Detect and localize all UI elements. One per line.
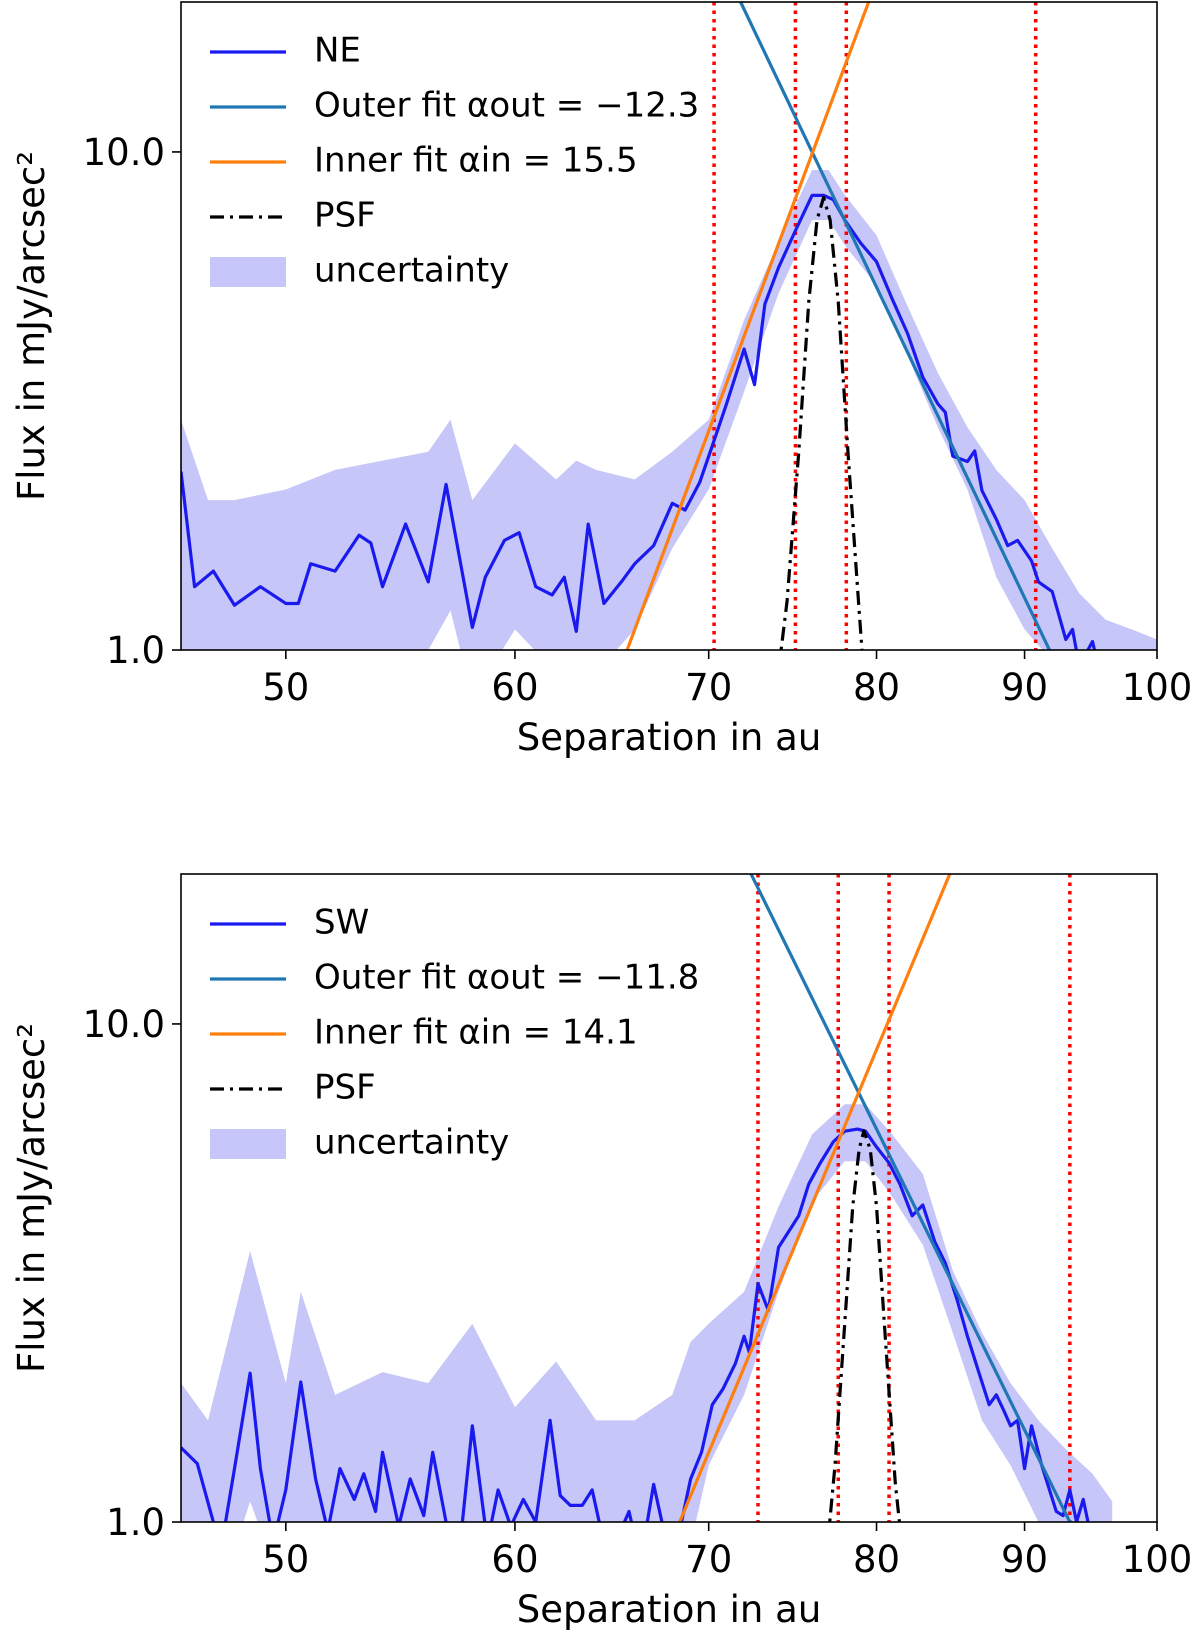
- x-tick-label: 50: [262, 666, 309, 709]
- x-tick-label: 90: [1001, 1538, 1048, 1581]
- legend-swatch: [210, 1129, 286, 1159]
- legend-label: Outer fit αout = −11.8: [314, 958, 699, 998]
- x-tick-label: 90: [1001, 666, 1048, 709]
- x-tick-label: 100: [1122, 1538, 1193, 1581]
- legend-label: PSF: [314, 1068, 376, 1108]
- x-tick-label: 100: [1122, 666, 1193, 709]
- y-tick-label: 10.0: [83, 131, 165, 174]
- legend-swatch: [210, 257, 286, 287]
- y-axis-label: Flux in mJy/arcsec²: [10, 151, 53, 501]
- series-line: [828, 1129, 902, 1522]
- axes-frame: [180, 1, 1158, 651]
- subplot: 50 60 70 80 90 100 1.0 10.0 Separation in au Flux…: [10, 1, 1193, 759]
- y-tick-label: 10.0: [83, 1003, 165, 1046]
- legend-label: uncertainty: [314, 1123, 509, 1163]
- series-line: [779, 195, 864, 650]
- legend-label: uncertainty: [314, 251, 509, 291]
- uncertainty-band: [181, 1104, 1113, 1522]
- series-line: [678, 874, 952, 1522]
- series-line: [739, 2, 1051, 650]
- legend-label: NE: [314, 31, 361, 71]
- y-tick-label: 1.0: [106, 1501, 165, 1544]
- series-line: [625, 2, 871, 650]
- subplot: 50 60 70 80 90 100 1.0 10.0 Separation in au Flux…: [10, 873, 1193, 1631]
- x-tick-label: 60: [491, 1538, 538, 1581]
- legend-label: SW: [314, 903, 369, 943]
- series-line: [749, 874, 1072, 1522]
- y-axis-label: Flux in mJy/arcsec²: [10, 1023, 53, 1373]
- x-tick-label: 80: [853, 666, 900, 709]
- legend-label: Outer fit αout = −12.3: [314, 86, 699, 126]
- legend-label: Inner fit αin = 15.5: [314, 141, 638, 181]
- plot-area: [181, 874, 1113, 1522]
- x-tick-label: 70: [685, 666, 732, 709]
- x-axis-label: Separation in au: [517, 716, 822, 759]
- axes-frame: [180, 873, 1158, 1523]
- legend-label: Inner fit αin = 14.1: [314, 1013, 638, 1053]
- x-tick-label: 50: [262, 1538, 309, 1581]
- x-tick-label: 60: [491, 666, 538, 709]
- legend-label: PSF: [314, 196, 376, 236]
- uncertainty-band: [181, 169, 1157, 650]
- x-tick-label: 70: [685, 1538, 732, 1581]
- plot-area: [181, 2, 1157, 650]
- x-tick-label: 80: [853, 1538, 900, 1581]
- y-tick-label: 1.0: [106, 629, 165, 672]
- series-line: [181, 193, 1097, 650]
- series-line: [181, 1127, 1090, 1522]
- x-axis-label: Separation in au: [517, 1588, 822, 1631]
